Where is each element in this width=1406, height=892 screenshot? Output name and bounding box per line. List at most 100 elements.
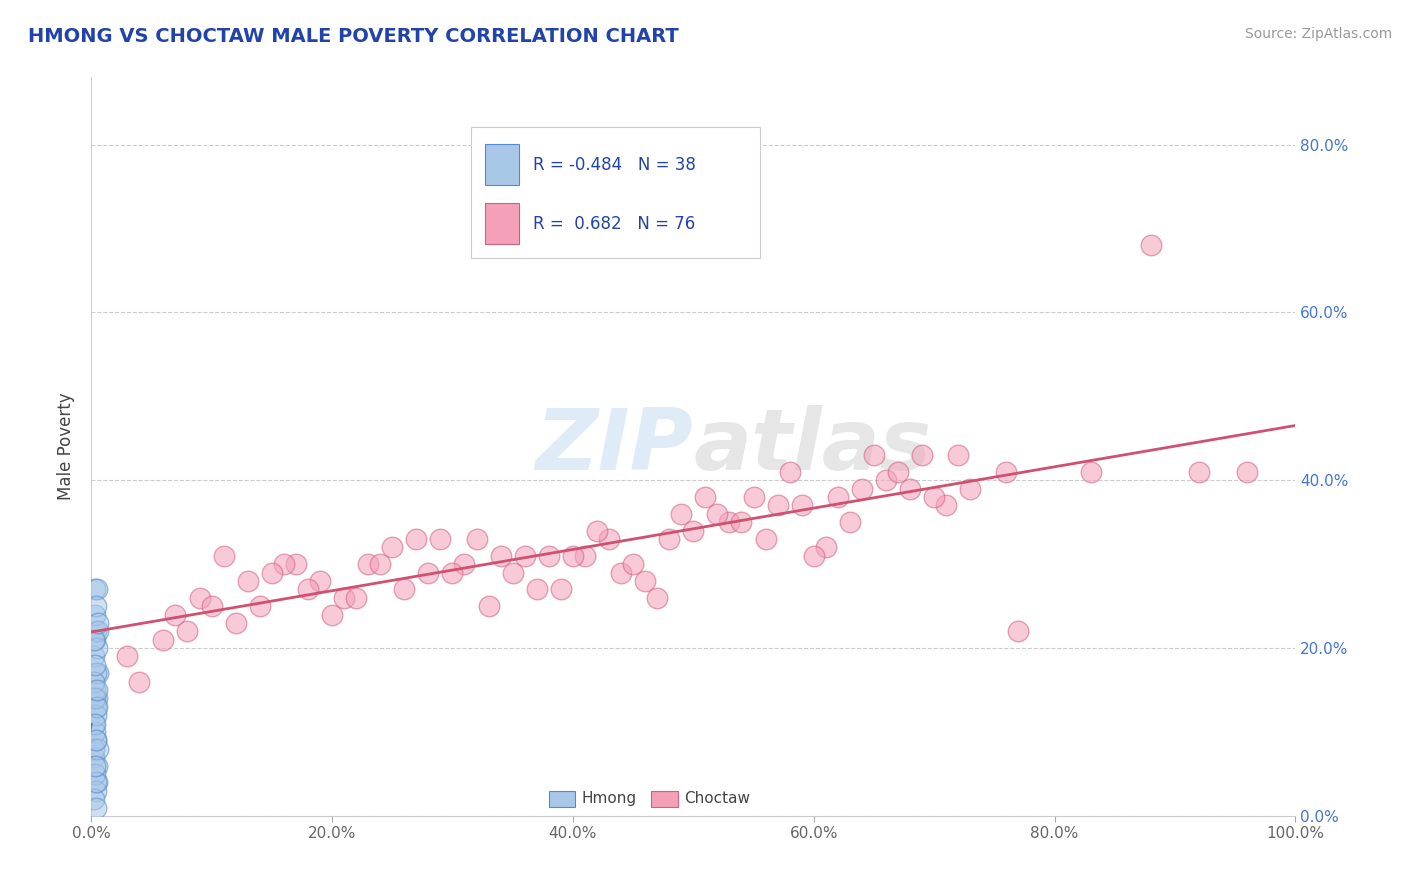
Point <box>465 532 488 546</box>
Y-axis label: Male Poverty: Male Poverty <box>58 392 75 500</box>
Point <box>429 532 451 546</box>
Point <box>1188 465 1211 479</box>
Point <box>621 557 644 571</box>
Point <box>321 607 343 622</box>
Text: Hmong: Hmong <box>581 791 637 806</box>
Point <box>83 649 105 664</box>
Point <box>526 582 548 597</box>
FancyBboxPatch shape <box>651 791 678 807</box>
Point <box>83 758 105 772</box>
Point <box>128 674 150 689</box>
Point <box>83 750 105 764</box>
Point <box>84 666 107 681</box>
Point <box>84 708 107 723</box>
Point <box>851 482 873 496</box>
Point <box>935 499 957 513</box>
Point <box>83 716 105 731</box>
Point <box>645 591 668 605</box>
Point <box>634 574 657 588</box>
Point <box>827 490 849 504</box>
Point <box>249 599 271 613</box>
Point <box>598 532 620 546</box>
Point <box>1080 465 1102 479</box>
Point <box>83 674 105 689</box>
Point <box>333 591 356 605</box>
Point <box>83 792 105 806</box>
Point <box>779 465 801 479</box>
Point <box>730 515 752 529</box>
Point <box>86 683 108 698</box>
Point <box>83 632 105 647</box>
Point <box>273 557 295 571</box>
Point <box>84 699 107 714</box>
Point <box>260 566 283 580</box>
Point <box>368 557 391 571</box>
Point <box>671 507 693 521</box>
Text: R = -0.484   N = 38: R = -0.484 N = 38 <box>533 155 696 174</box>
Point <box>165 607 187 622</box>
Point <box>86 691 108 706</box>
Point <box>212 549 235 563</box>
Point <box>766 499 789 513</box>
Point <box>477 599 499 613</box>
Point <box>117 649 139 664</box>
Point <box>863 448 886 462</box>
Point <box>87 615 110 630</box>
Point <box>682 524 704 538</box>
Point <box>284 557 307 571</box>
Point <box>706 507 728 521</box>
Point <box>309 574 332 588</box>
Point <box>84 783 107 797</box>
Point <box>83 716 105 731</box>
Point <box>188 591 211 605</box>
Point <box>344 591 367 605</box>
Text: ZIP: ZIP <box>536 405 693 488</box>
Text: HMONG VS CHOCTAW MALE POVERTY CORRELATION CHART: HMONG VS CHOCTAW MALE POVERTY CORRELATIO… <box>28 27 679 45</box>
Point <box>718 515 741 529</box>
Point <box>87 624 110 639</box>
Point <box>803 549 825 563</box>
Point <box>1236 465 1258 479</box>
Point <box>86 641 108 656</box>
Text: Choctaw: Choctaw <box>683 791 749 806</box>
Point <box>814 541 837 555</box>
Point <box>948 448 970 462</box>
Point <box>83 683 105 698</box>
Point <box>84 800 107 814</box>
Point <box>742 490 765 504</box>
Point <box>658 532 681 546</box>
Point <box>176 624 198 639</box>
Point <box>911 448 934 462</box>
Point <box>441 566 464 580</box>
FancyBboxPatch shape <box>485 203 519 244</box>
Point <box>84 733 107 747</box>
Point <box>152 632 174 647</box>
Point <box>225 615 247 630</box>
Point <box>236 574 259 588</box>
Point <box>610 566 633 580</box>
Point <box>838 515 860 529</box>
Point <box>86 775 108 789</box>
Text: Source: ZipAtlas.com: Source: ZipAtlas.com <box>1244 27 1392 41</box>
Point <box>922 490 945 504</box>
Point <box>489 549 512 563</box>
Text: R =  0.682   N = 76: R = 0.682 N = 76 <box>533 215 696 233</box>
Point <box>561 549 583 563</box>
Point <box>83 582 105 597</box>
Point <box>418 566 440 580</box>
Point <box>537 549 560 563</box>
Point <box>502 566 524 580</box>
Point <box>87 666 110 681</box>
Point <box>995 465 1018 479</box>
FancyBboxPatch shape <box>548 791 575 807</box>
Point <box>959 482 981 496</box>
Point <box>83 725 105 739</box>
Text: atlas: atlas <box>693 405 931 488</box>
FancyBboxPatch shape <box>485 144 519 185</box>
Point <box>86 699 108 714</box>
Point <box>550 582 572 597</box>
Point <box>586 524 609 538</box>
Point <box>574 549 596 563</box>
Point <box>357 557 380 571</box>
Point <box>875 473 897 487</box>
